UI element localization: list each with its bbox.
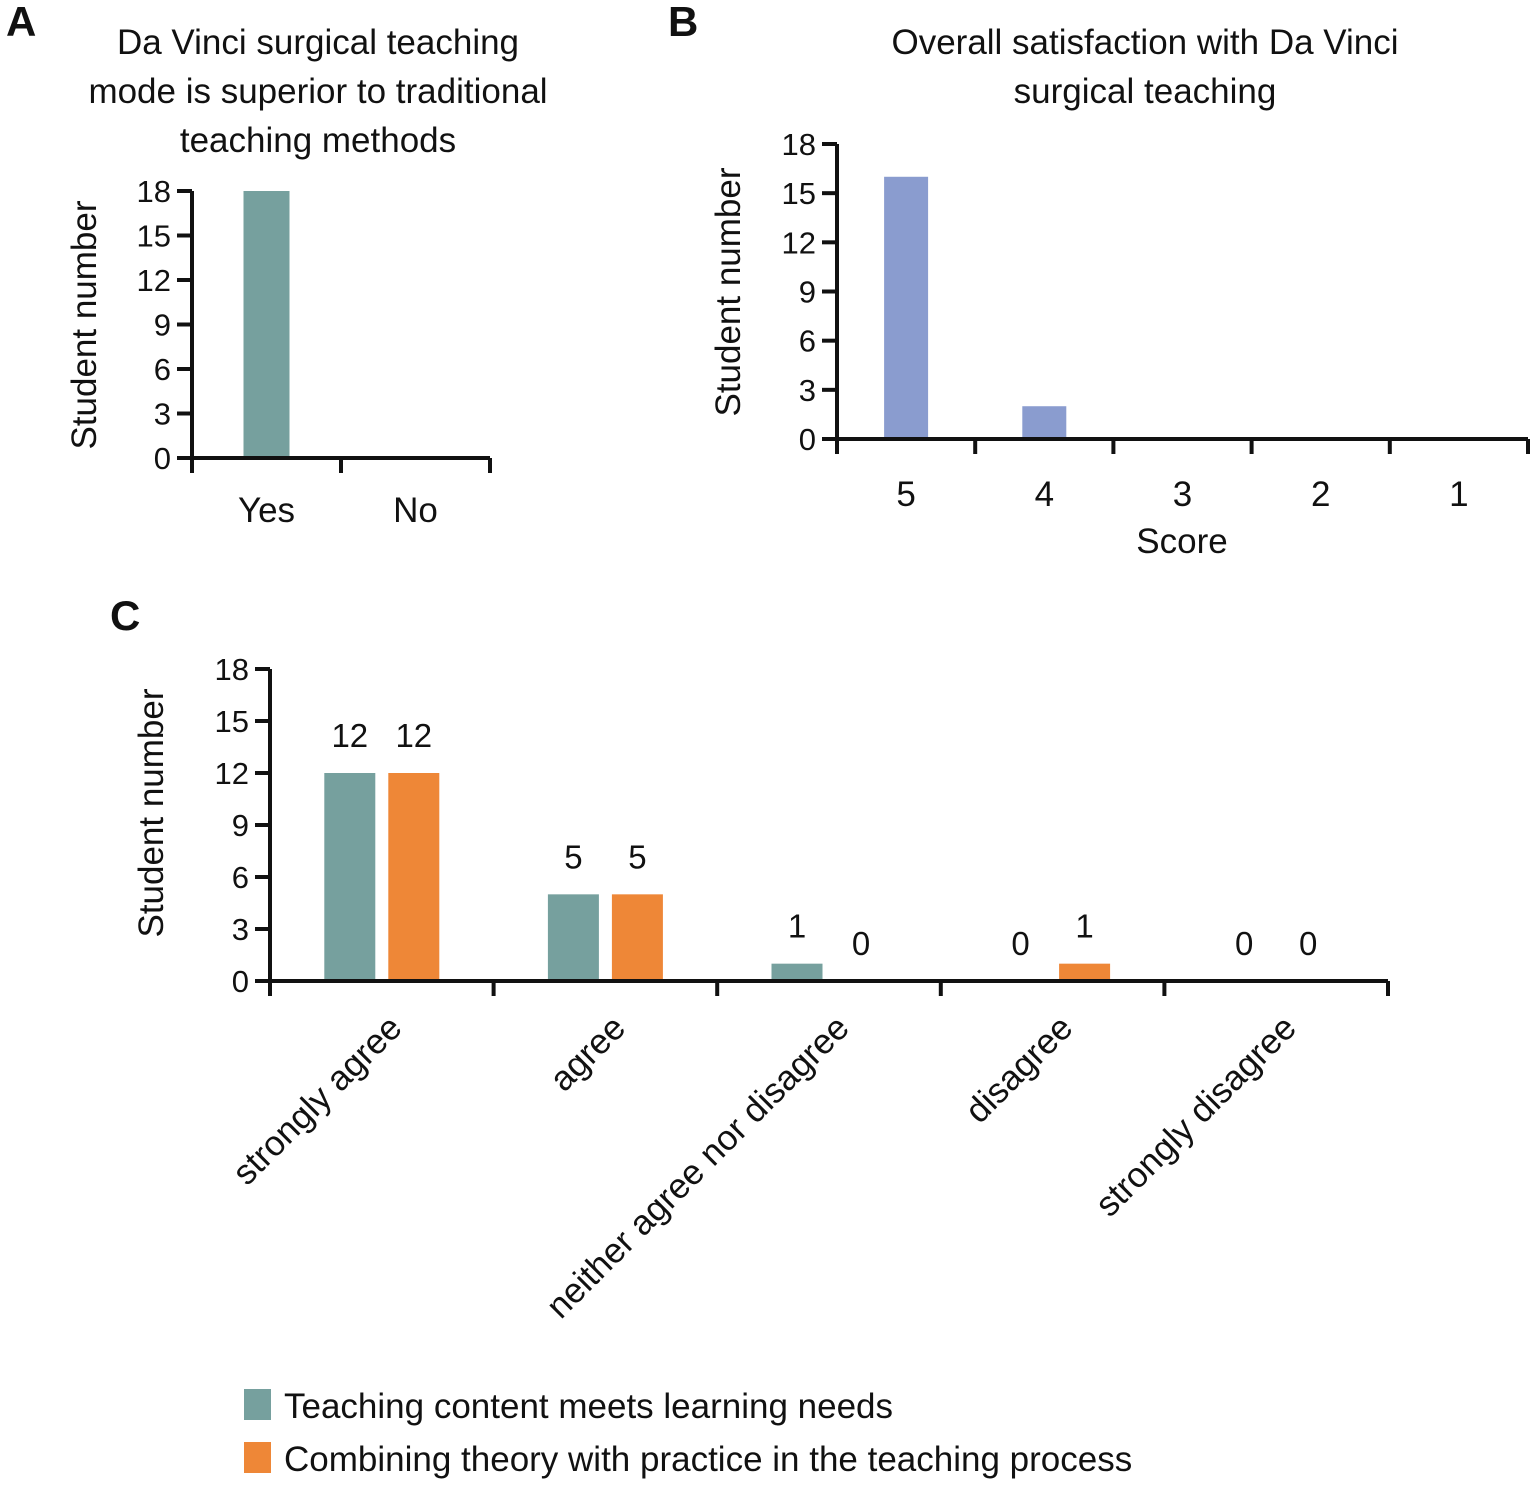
y-tick-label-a-6: 6 (154, 352, 171, 387)
y-tick-label-b-3: 3 (799, 373, 816, 408)
y-tick-label-a-18: 18 (137, 174, 171, 209)
y-tick-label-b-12: 12 (782, 225, 816, 260)
bar-c-s2-2 (611, 894, 663, 981)
y-tick-label-b-0: 0 (799, 422, 816, 457)
chart-a-title-line-2: mode is superior to traditional (88, 72, 547, 111)
y-tick-label-c-9: 9 (232, 808, 249, 843)
legend-label-series-2: Combining theory with practice in the te… (284, 1440, 1132, 1479)
y-tick-label-a-0: 0 (154, 441, 171, 476)
category-label-b-3: 3 (1173, 475, 1192, 514)
category-label-c-5: strongly disagree (1088, 1008, 1304, 1224)
y-tick-label-a-9: 9 (154, 308, 171, 343)
chart-b: Overall satisfaction with Da Vinci surgi… (709, 23, 1530, 561)
y-tick-label-b-6: 6 (799, 324, 816, 359)
y-tick-label-b-15: 15 (782, 176, 816, 211)
y-tick-label-c-6: 6 (232, 860, 249, 895)
legend-label-series-1: Teaching content meets learning needs (284, 1387, 893, 1426)
data-label-c-s1-1: 12 (331, 717, 368, 754)
bar-c-s1-2 (547, 894, 599, 981)
chart-b-y-axis-title: Student number (709, 167, 748, 416)
category-label-c-1: strongly agree (225, 1008, 409, 1192)
legend-swatch-series-1 (244, 1389, 271, 1420)
y-tick-label-a-15: 15 (137, 219, 171, 254)
y-tick-label-b-18: 18 (782, 127, 816, 162)
data-label-c-s2-1: 12 (395, 717, 432, 754)
data-label-c-s2-5: 0 (1299, 925, 1317, 962)
y-tick-label-c-0: 0 (232, 964, 249, 999)
data-label-c-s2-4: 1 (1075, 908, 1093, 945)
data-label-c-s1-5: 0 (1235, 925, 1253, 962)
chart-b-x-axis-title: Score (1136, 522, 1227, 561)
chart-a-title-line-3: teaching methods (180, 121, 456, 160)
chart-b-title-line-1: Overall satisfaction with Da Vinci (891, 23, 1398, 62)
bar-c-s2-1 (388, 773, 440, 981)
y-tick-label-c-15: 15 (215, 704, 249, 739)
bar-c-s1-1 (324, 773, 376, 981)
data-label-c-s1-4: 0 (1011, 925, 1029, 962)
y-tick-label-c-12: 12 (215, 756, 249, 791)
category-label-b-5: 1 (1449, 475, 1468, 514)
bar-b-s1-2 (1022, 406, 1067, 439)
y-tick-label-a-12: 12 (137, 263, 171, 298)
legend-swatch-series-2 (244, 1442, 271, 1473)
bar-c-s1-3 (771, 963, 823, 981)
bar-a-s1-1 (243, 191, 290, 458)
panel-label-c: C (110, 592, 140, 639)
panel-label-a: A (6, 0, 36, 45)
category-label-c-2: agree (542, 1008, 633, 1099)
y-tick-label-a-3: 3 (154, 397, 171, 432)
data-label-c-s2-2: 5 (628, 838, 646, 875)
y-tick-label-b-9: 9 (799, 275, 816, 310)
chart-a-title-line-1: Da Vinci surgical teaching (117, 23, 519, 62)
legend: Teaching content meets learning needs Co… (244, 1387, 1132, 1479)
category-label-a-1: Yes (238, 491, 295, 530)
chart-c: Student number 12 5 1 0 0 12 5 0 1 0 0 3 6 9 12 15 18 str… (132, 652, 1390, 1326)
category-label-b-2: 4 (1035, 475, 1054, 514)
bar-c-s2-4 (1059, 963, 1111, 981)
category-label-c-4: disagree (958, 1008, 1081, 1131)
category-label-b-1: 5 (896, 475, 915, 514)
y-tick-label-c-18: 18 (215, 652, 249, 687)
chart-c-y-axis-title: Student number (132, 688, 171, 937)
data-label-c-s2-3: 0 (852, 925, 870, 962)
panel-label-b: B (668, 0, 698, 45)
data-label-c-s1-3: 1 (788, 908, 806, 945)
chart-a-y-axis-title: Student number (65, 200, 104, 449)
bar-b-s1-1 (884, 176, 929, 439)
chart-a: Da Vinci surgical teaching mode is super… (65, 23, 548, 530)
data-label-c-s1-2: 5 (564, 838, 582, 875)
category-label-b-4: 2 (1311, 475, 1330, 514)
chart-b-title-line-2: surgical teaching (1014, 72, 1277, 111)
y-tick-label-c-3: 3 (232, 912, 249, 947)
category-label-a-2: No (393, 491, 438, 530)
